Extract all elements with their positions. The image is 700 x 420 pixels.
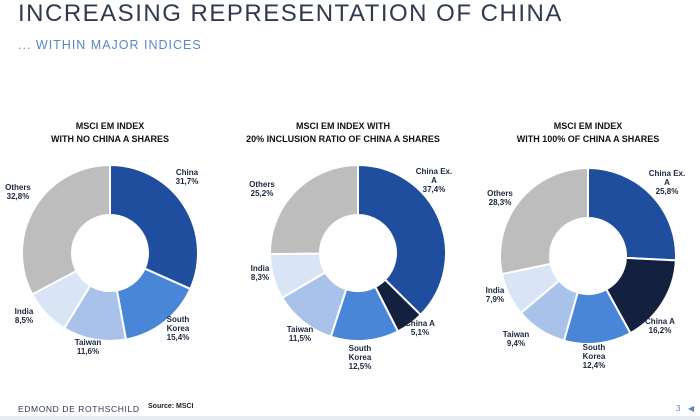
slice-label-china-a: China A 16,2% [645, 317, 675, 335]
chart-1-title: MSCI EM INDEX WITH NO CHINA A SHARES [10, 120, 210, 146]
slice-label-south-korea: South Korea 15,4% [167, 315, 190, 342]
slice-label-others: Others 25,2% [249, 180, 275, 198]
chart-3-title-line-1: MSCI EM INDEX [553, 121, 623, 131]
footer-source: Source: MSCI [148, 403, 194, 410]
slice-others [499, 166, 589, 276]
footer-divider [0, 416, 700, 420]
slice-others [269, 163, 359, 256]
slice-label-china: China 31,7% [176, 168, 199, 186]
slice-label-taiwan: Taiwan 9,4% [503, 330, 530, 348]
slice-others [21, 163, 111, 296]
footer-brand: EDMOND DE ROTHSCHILD [18, 404, 140, 414]
chart-2-title-line-1: MSCI EM INDEX WITH [296, 121, 390, 131]
chart-2-title: MSCI EM INDEX WITH 20% INCLUSION RATIO O… [213, 120, 473, 146]
slice-label-taiwan: Taiwan 11,6% [75, 338, 102, 356]
chart-1-title-line-2: WITH NO CHINA A SHARES [51, 134, 169, 144]
slice-label-china-a: China A 5,1% [405, 319, 435, 337]
chart-3-title-line-2: WITH 100% OF CHINA A SHARES [516, 134, 660, 144]
page-number: 3 [676, 404, 681, 413]
chart-2-title-line-2: 20% INCLUSION RATIO OF CHINA A SHARES [246, 134, 440, 144]
page-title: INCREASING REPRESENTATION OF CHINA [18, 0, 563, 27]
slice-label-china-ex-a: China Ex. A 25,8% [649, 169, 685, 196]
slice-china-ex-a [587, 166, 677, 262]
slice-label-india: India 7,9% [486, 286, 505, 304]
slice-label-india: India 8,3% [251, 264, 270, 282]
slice-china-ex-a [357, 163, 447, 317]
slice-label-south-korea: South Korea 12,4% [583, 343, 606, 370]
slice-label-china-ex-a: China Ex. A 37,4% [416, 167, 452, 194]
chart-3-title: MSCI EM INDEX WITH 100% OF CHINA A SHARE… [478, 120, 698, 146]
slice-label-others: Others 32,8% [5, 183, 31, 201]
slice-label-taiwan: Taiwan 11,5% [287, 325, 314, 343]
slice-label-south-korea: South Korea 12,5% [349, 344, 372, 371]
slice-china [109, 163, 199, 291]
chart-1-title-line-1: MSCI EM INDEX [75, 121, 145, 131]
slice-label-others: Others 28,3% [487, 189, 513, 207]
slice-label-india: India 8,5% [15, 307, 34, 325]
page-subtitle: ... WITHIN MAJOR INDICES [18, 38, 202, 52]
back-arrow-icon[interactable]: ◀ [688, 404, 695, 413]
